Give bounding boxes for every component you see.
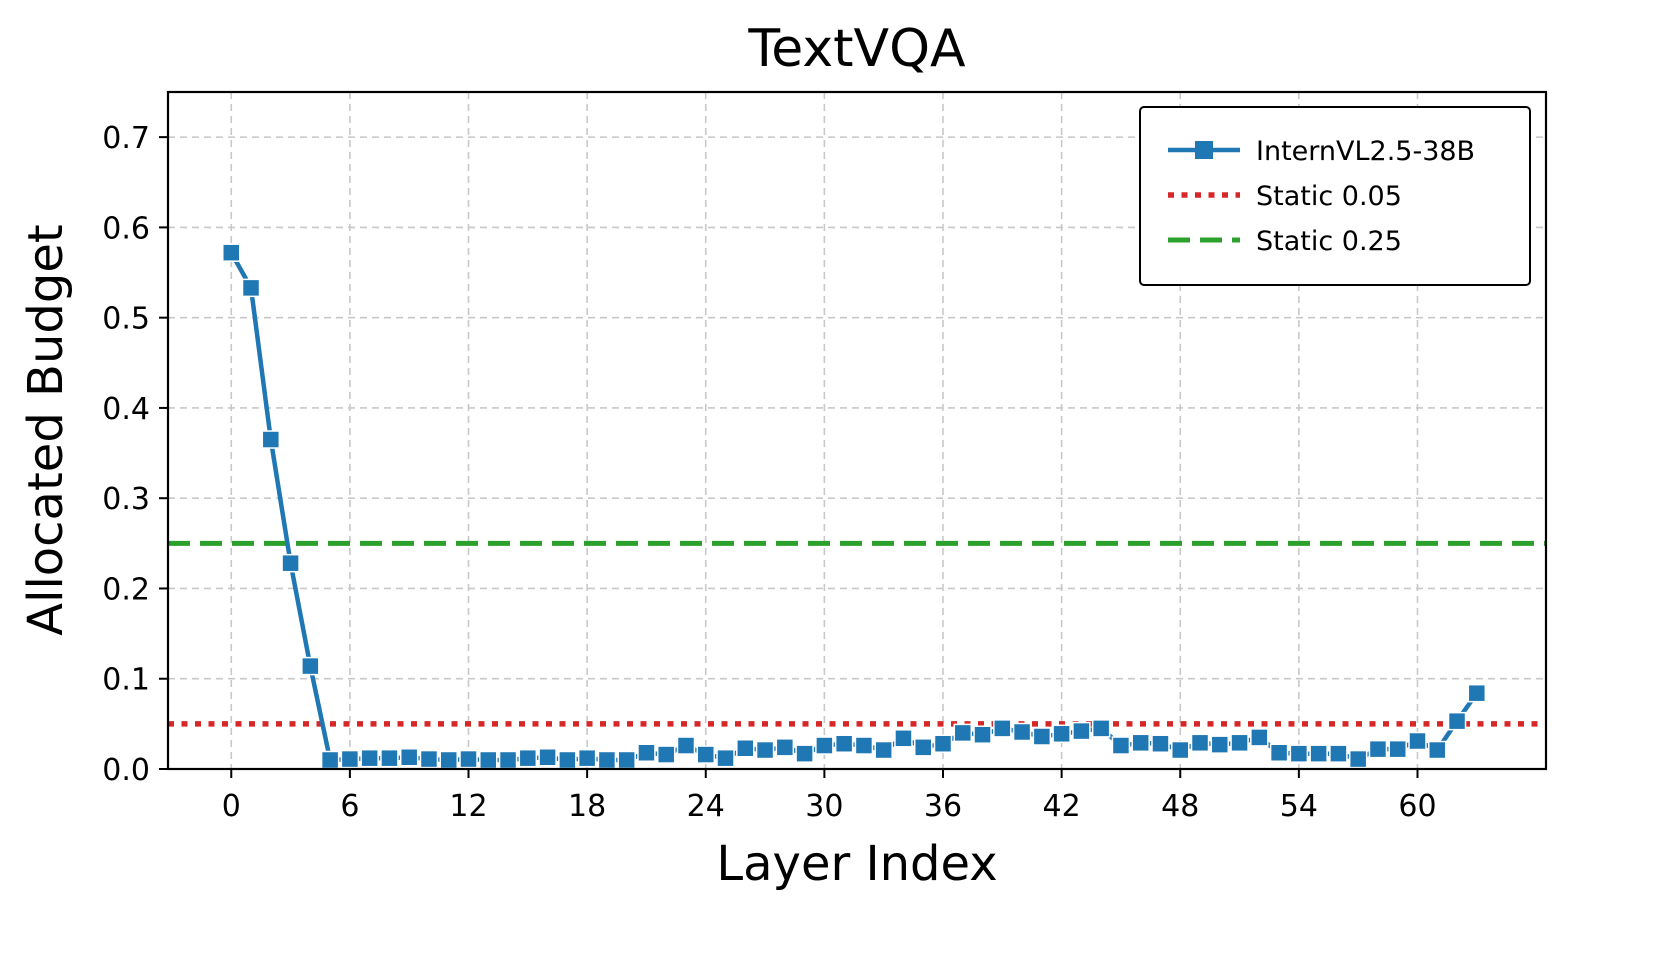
data-point bbox=[1210, 735, 1230, 754]
data-point bbox=[854, 736, 874, 755]
x-axis-ticks: 0 6 12 18 24 30 36 42 48 54 60 bbox=[222, 769, 1437, 824]
data-point bbox=[736, 738, 755, 758]
data-point bbox=[755, 740, 775, 760]
data-point bbox=[1269, 743, 1289, 763]
data-point bbox=[320, 750, 340, 770]
data-point bbox=[775, 738, 795, 757]
data-point bbox=[1289, 744, 1309, 763]
x-tick-label: 48 bbox=[1161, 789, 1199, 824]
data-point bbox=[597, 750, 617, 770]
data-point bbox=[558, 750, 577, 770]
data-point bbox=[1408, 731, 1427, 751]
x-tick-label: 54 bbox=[1280, 789, 1318, 824]
data-point bbox=[1329, 744, 1348, 763]
y-axis-ticks: 0.0 0.1 0.2 0.3 0.4 0.5 0.6 0.7 bbox=[102, 121, 168, 788]
y-tick-label: 0.7 bbox=[102, 121, 150, 156]
x-tick-label: 6 bbox=[340, 789, 359, 824]
data-point bbox=[380, 748, 399, 768]
data-point bbox=[1032, 727, 1052, 746]
data-point bbox=[913, 738, 933, 757]
data-point bbox=[1111, 736, 1131, 755]
y-tick-label: 0.5 bbox=[102, 302, 150, 337]
legend-label-series: InternVL2.5-38B bbox=[1256, 136, 1475, 167]
legend-label-static-025: Static 0.25 bbox=[1256, 226, 1402, 257]
data-point bbox=[241, 278, 261, 298]
y-tick-label: 0.6 bbox=[102, 211, 150, 246]
data-point bbox=[933, 734, 953, 753]
data-point bbox=[894, 729, 913, 748]
plot-frame bbox=[166, 90, 1548, 771]
legend-label-static-005: Static 0.05 bbox=[1256, 181, 1402, 212]
data-point bbox=[538, 748, 557, 767]
y-axis-label: Allocated Budget bbox=[18, 224, 74, 635]
data-point bbox=[459, 749, 478, 769]
data-point bbox=[518, 748, 538, 768]
data-point bbox=[577, 748, 597, 768]
data-point bbox=[1467, 683, 1487, 703]
data-point bbox=[1250, 728, 1269, 747]
legend: InternVL2.5-38B Static 0.05 Static 0.25 bbox=[1139, 106, 1531, 286]
data-point bbox=[1151, 734, 1170, 753]
data-point bbox=[360, 748, 379, 768]
y-tick-label: 0.4 bbox=[102, 392, 150, 427]
data-point bbox=[1170, 740, 1190, 760]
data-point bbox=[261, 430, 281, 449]
y-tick-label: 0.0 bbox=[102, 753, 150, 788]
data-point bbox=[834, 734, 854, 753]
legend-marker-series bbox=[1195, 141, 1213, 159]
data-point bbox=[301, 656, 320, 676]
x-tick-label: 0 bbox=[222, 789, 241, 824]
data-point bbox=[419, 749, 439, 769]
data-point bbox=[676, 736, 696, 755]
data-point bbox=[498, 750, 518, 770]
data-point bbox=[973, 725, 992, 744]
data-point bbox=[1190, 733, 1210, 753]
data-point bbox=[1368, 739, 1388, 759]
x-tick-label: 42 bbox=[1043, 789, 1081, 824]
data-point bbox=[953, 723, 973, 743]
data-point bbox=[340, 749, 360, 769]
x-tick-label: 36 bbox=[924, 789, 962, 824]
data-point bbox=[1012, 722, 1032, 742]
data-point bbox=[1348, 749, 1368, 769]
data-point bbox=[617, 750, 636, 770]
data-point bbox=[1447, 711, 1467, 731]
x-tick-label: 24 bbox=[687, 789, 725, 824]
data-point bbox=[993, 719, 1012, 738]
data-point bbox=[1131, 733, 1150, 753]
data-point bbox=[656, 745, 676, 764]
y-tick-label: 0.3 bbox=[102, 482, 150, 517]
data-point bbox=[874, 740, 893, 760]
x-tick-label: 30 bbox=[805, 789, 843, 824]
data-point bbox=[1052, 724, 1071, 744]
data-point bbox=[795, 744, 814, 763]
data-point bbox=[1072, 721, 1091, 741]
data-point bbox=[716, 748, 735, 768]
data-point bbox=[439, 750, 458, 770]
data-point bbox=[696, 745, 716, 764]
x-tick-label: 60 bbox=[1398, 789, 1436, 824]
data-point bbox=[1388, 739, 1407, 759]
reference-lines bbox=[168, 540, 1546, 727]
data-point bbox=[1309, 744, 1328, 763]
data-point bbox=[1230, 733, 1249, 753]
y-tick-label: 0.1 bbox=[102, 663, 150, 698]
x-tick-label: 18 bbox=[568, 789, 606, 824]
data-point bbox=[222, 243, 241, 262]
x-tick-label: 12 bbox=[449, 789, 487, 824]
data-point bbox=[1428, 740, 1447, 760]
data-point bbox=[1091, 719, 1111, 738]
data-series bbox=[222, 243, 1487, 770]
data-point bbox=[815, 736, 834, 755]
data-point bbox=[281, 553, 300, 573]
chart-title: TextVQA bbox=[747, 19, 966, 79]
data-point bbox=[399, 748, 419, 767]
x-axis-label: Layer Index bbox=[716, 836, 997, 892]
series-line bbox=[229, 251, 1479, 763]
data-point bbox=[479, 750, 498, 770]
data-point bbox=[637, 743, 656, 763]
y-tick-label: 0.2 bbox=[102, 572, 150, 607]
